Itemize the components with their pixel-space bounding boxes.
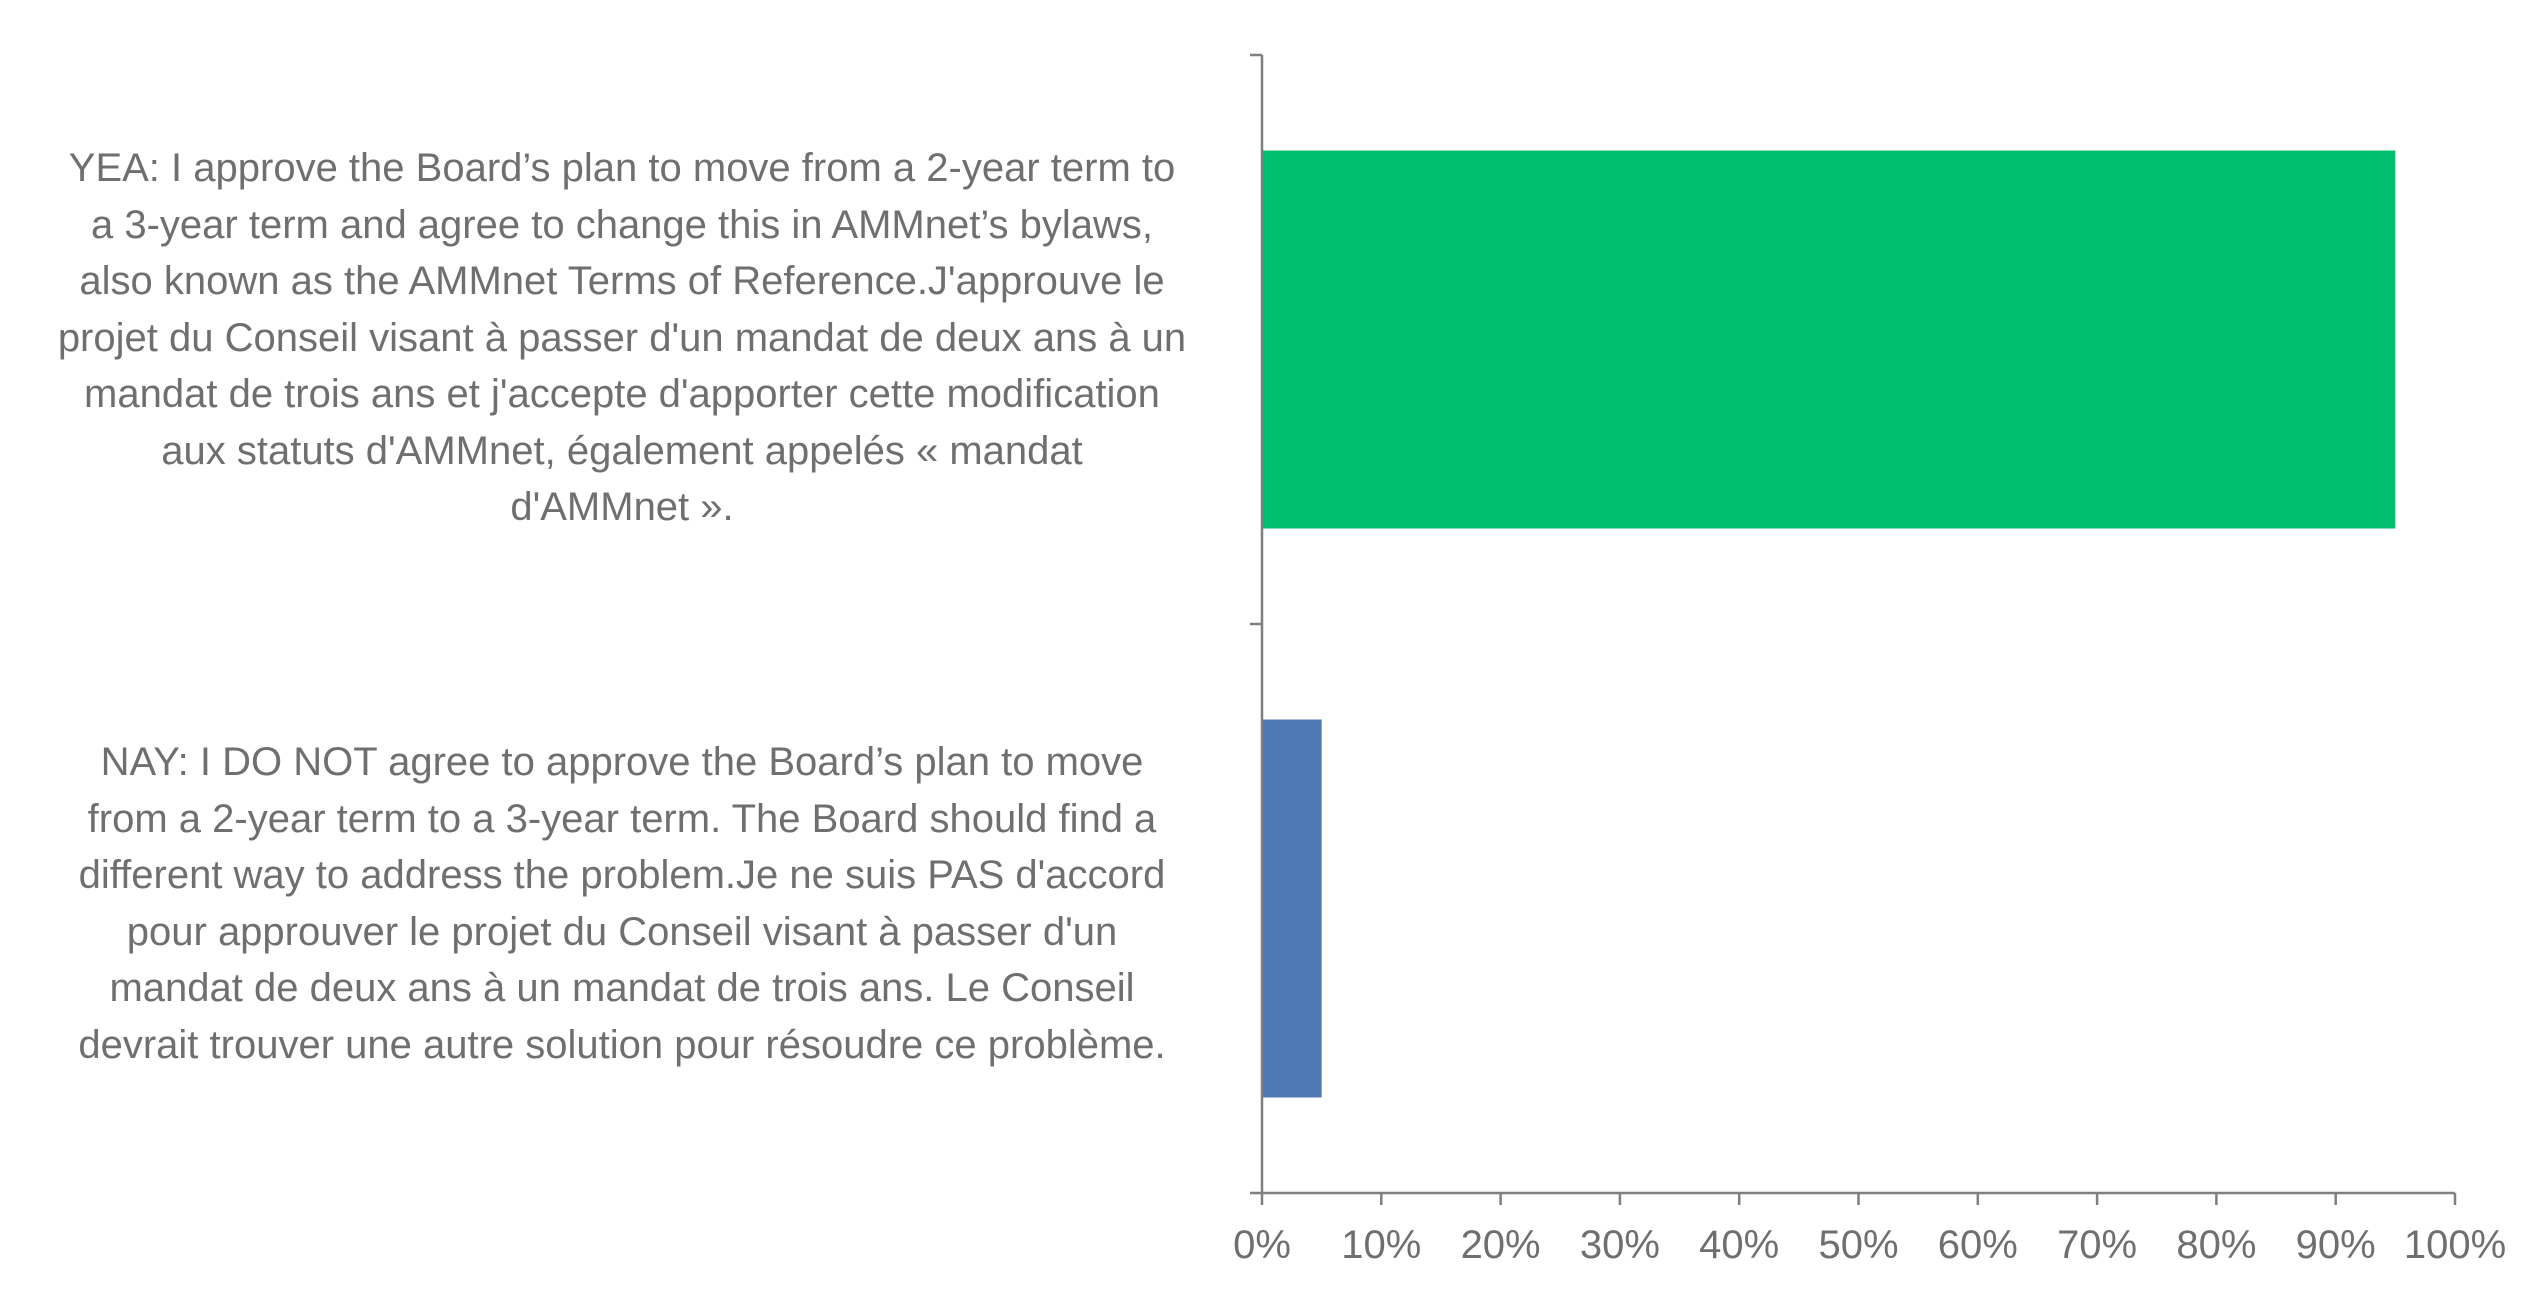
x-tick-label: 60% [1938, 1223, 2018, 1267]
x-tick-label: 10% [1341, 1223, 1421, 1267]
bar-nay [1262, 719, 1322, 1098]
x-tick-label: 30% [1580, 1223, 1660, 1267]
category-label-yea-line: mandat de trois ans et j'accepte d'appor… [84, 372, 1160, 416]
x-tick-label: 90% [2296, 1223, 2376, 1267]
category-label-yea-line: also known as the AMMnet Terms of Refere… [79, 259, 1165, 303]
x-tick-label: 100% [2404, 1223, 2506, 1267]
category-label-yea-line: YEA: I approve the Board’s plan to move … [68, 146, 1176, 190]
category-label-nay: NAY: I DO NOT agree to approve the Board… [22, 734, 1222, 1073]
x-tick-label: 50% [1818, 1223, 1898, 1267]
category-label-yea-line: d'AMMnet ». [510, 485, 734, 529]
x-tick-label: 80% [2176, 1223, 2256, 1267]
x-tick-label: 70% [2057, 1223, 2137, 1267]
axes-group [1250, 53, 2457, 1205]
category-label-yea: YEA: I approve the Board’s plan to move … [22, 140, 1222, 536]
category-label-nay-line: different way to address the problem.Je … [78, 853, 1166, 897]
bar-yea [1262, 150, 2396, 529]
category-label-nay-line: NAY: I DO NOT agree to approve the Board… [100, 740, 1144, 784]
category-label-yea-line: projet du Conseil visant à passer d'un m… [57, 315, 1187, 360]
category-label-nay-line: from a 2-year term to a 3-year term. The… [87, 796, 1157, 841]
category-label-nay-line: mandat de deux ans à un mandat de trois … [109, 966, 1135, 1010]
x-tick-label: 40% [1699, 1223, 1779, 1267]
x-tick-label: 20% [1461, 1223, 1541, 1267]
bars-group [1262, 150, 2396, 1098]
category-label-yea-line: aux statuts d'AMMnet, également appelés … [161, 428, 1083, 473]
category-label-nay-line: devrait trouver une autre solution pour … [78, 1022, 1166, 1067]
category-label-nay-line: pour approuver le projet du Conseil visa… [126, 909, 1118, 954]
tick-labels-group: 0% 10% 20% 30% 40% 50% 60% 70% 80% 90% 100% [1233, 1223, 2506, 1267]
x-tick-label: 0% [1233, 1223, 1291, 1267]
category-label-yea-line: a 3-year term and agree to change this i… [90, 202, 1154, 247]
